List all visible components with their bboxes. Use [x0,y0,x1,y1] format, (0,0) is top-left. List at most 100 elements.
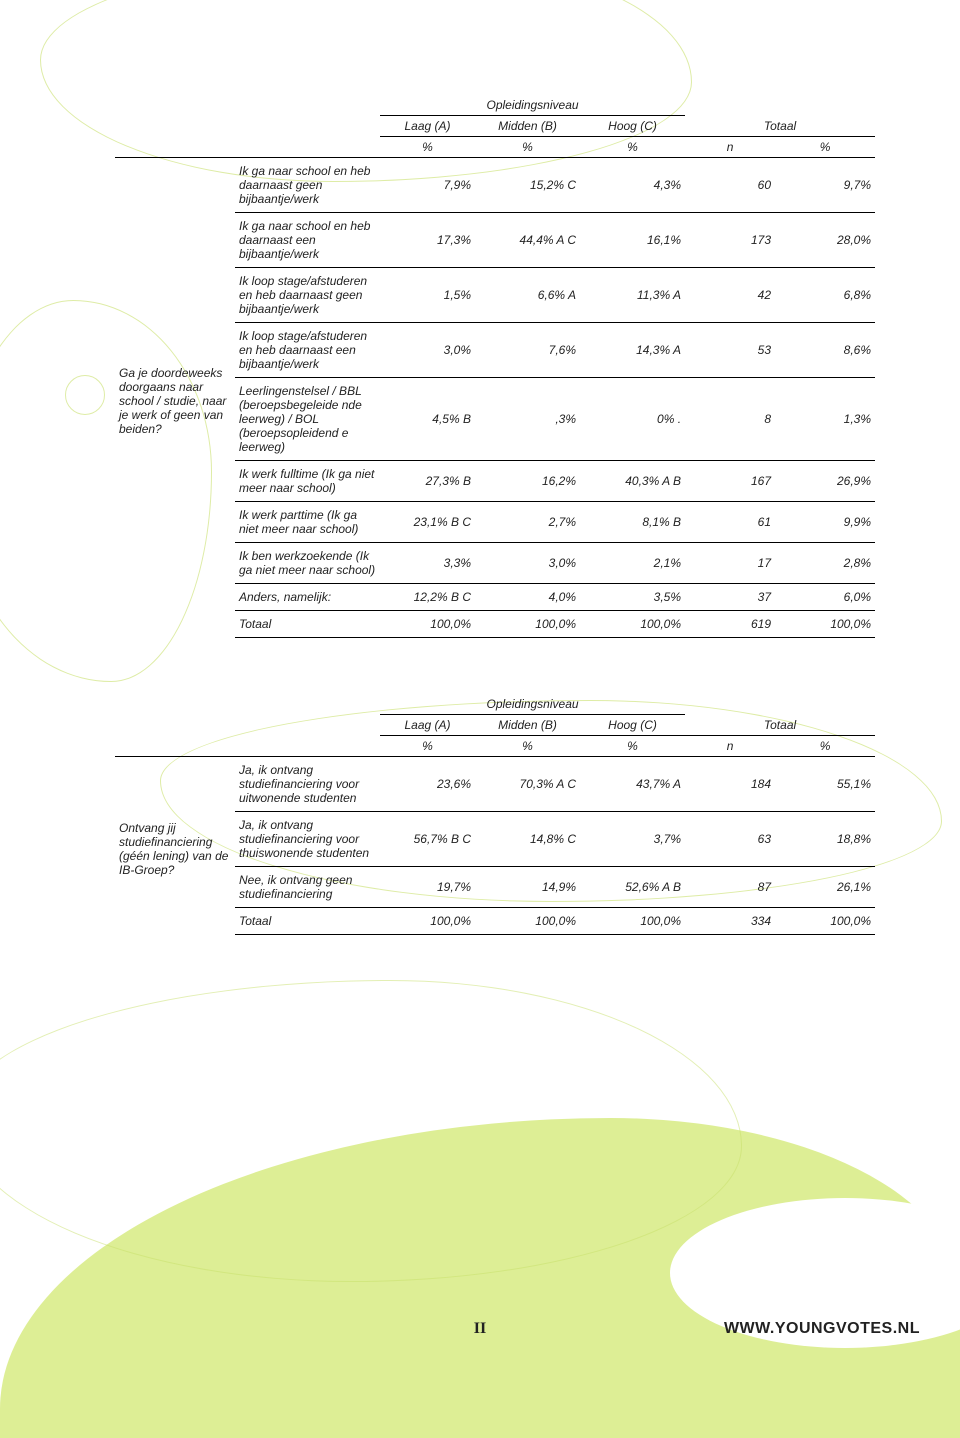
col-laag: Laag (A) [380,116,475,137]
table-header-group: Opleidingsniveau [115,95,875,116]
cell: 3,0% [380,323,475,378]
cell: 100,0% [380,908,475,935]
cell: 4,5% B [380,378,475,461]
cell: 26,1% [775,867,875,908]
cell: 1,5% [380,268,475,323]
cell: 63 [685,812,775,867]
col-laag: Laag (A) [380,715,475,736]
cell: 17 [685,543,775,584]
col-totaal: Totaal [685,715,875,736]
cell: 100,0% [580,908,685,935]
cell: 12,2% B C [380,584,475,611]
cell: 44,4% A C [475,213,580,268]
cell: 8,1% B [580,502,685,543]
cell: 11,3% A [580,268,685,323]
answer-label: Ik werk fulltime (Ik ga niet meer naar s… [235,461,380,502]
cell: 3,7% [580,812,685,867]
cell: 184 [685,757,775,812]
cell: 8,6% [775,323,875,378]
cell: 14,8% C [475,812,580,867]
answer-label: Ik ga naar school en heb daarnaast geen … [235,158,380,213]
cell: 55,1% [775,757,875,812]
table-opleidingsniveau-1: Opleidingsniveau Laag (A) Midden (B) Hoo… [115,95,875,644]
cell: 2,7% [475,502,580,543]
cell: 27,3% B [380,461,475,502]
answer-label: Ja, ik ontvang studiefinanciering voor t… [235,812,380,867]
cell: 70,3% A C [475,757,580,812]
cell: 619 [685,611,775,638]
unit-pct: % [475,736,580,757]
answer-label: Ik ga naar school en heb daarnaast een b… [235,213,380,268]
page-content: Opleidingsniveau Laag (A) Midden (B) Hoo… [115,95,875,941]
table-header-group: Opleidingsniveau [115,694,875,715]
unit-pct: % [775,137,875,158]
total-label: Totaal [235,611,380,638]
cell: 9,9% [775,502,875,543]
answer-label: Leerlingenstelsel / BBL (beroepsbegeleid… [235,378,380,461]
cell: 100,0% [775,908,875,935]
cell: 7,9% [380,158,475,213]
cell: 3,5% [580,584,685,611]
cell: 53 [685,323,775,378]
cell: 16,1% [580,213,685,268]
unit-pct: % [580,137,685,158]
table-header-units: % % % n % [115,137,875,158]
cell: 9,7% [775,158,875,213]
cell: 43,7% A [580,757,685,812]
cell: 4,0% [475,584,580,611]
cell: 23,1% B C [380,502,475,543]
cell: 6,0% [775,584,875,611]
unit-pct: % [380,137,475,158]
unit-n: n [685,736,775,757]
answer-label: Ik werk parttime (Ik ga niet meer naar s… [235,502,380,543]
cell: 17,3% [380,213,475,268]
answer-label: Ik ben werkzoekende (Ik ga niet meer naa… [235,543,380,584]
cell: 14,3% A [580,323,685,378]
cell: 16,2% [475,461,580,502]
cell: 2,8% [775,543,875,584]
cell: 18,8% [775,812,875,867]
cell: 334 [685,908,775,935]
unit-pct: % [775,736,875,757]
unit-pct: % [580,736,685,757]
page-number: II [474,1320,486,1338]
cell: 61 [685,502,775,543]
cell: 37 [685,584,775,611]
page-footer: II WWW.YOUNGVOTES.NL [0,1320,960,1338]
cell: 1,3% [775,378,875,461]
cell: 8 [685,378,775,461]
answer-label: Ja, ik ontvang studiefinanciering voor u… [235,757,380,812]
col-hoog: Hoog (C) [580,715,685,736]
answer-label: Nee, ik ontvang geen studiefinanciering [235,867,380,908]
cell: 2,1% [580,543,685,584]
header-opleidingsniveau: Opleidingsniveau [380,694,685,715]
question-label: Ontvang jij studiefinanciering (géén len… [115,757,235,942]
col-hoog: Hoog (C) [580,116,685,137]
table-row: Ontvang jij studiefinanciering (géén len… [115,757,875,812]
col-midden: Midden (B) [475,715,580,736]
cell: 3,3% [380,543,475,584]
unit-n: n [685,137,775,158]
site-url: WWW.YOUNGVOTES.NL [724,1320,920,1338]
col-totaal: Totaal [685,116,875,137]
header-opleidingsniveau: Opleidingsniveau [380,95,685,116]
cell: 28,0% [775,213,875,268]
cell: 42 [685,268,775,323]
table-row: Ga je doordeweeks doorgaans naar school … [115,158,875,213]
cell: 23,6% [380,757,475,812]
cell: 87 [685,867,775,908]
table-header-cols: Laag (A) Midden (B) Hoog (C) Totaal [115,116,875,137]
cell: 15,2% C [475,158,580,213]
table-header-units: % % % n % [115,736,875,757]
cell: 60 [685,158,775,213]
cell: 0% . [580,378,685,461]
col-midden: Midden (B) [475,116,580,137]
cell: 173 [685,213,775,268]
cell: 3,0% [475,543,580,584]
cell: 52,6% A B [580,867,685,908]
cell: 100,0% [475,611,580,638]
cell: 100,0% [580,611,685,638]
cell: 26,9% [775,461,875,502]
cell: 167 [685,461,775,502]
unit-pct: % [475,137,580,158]
